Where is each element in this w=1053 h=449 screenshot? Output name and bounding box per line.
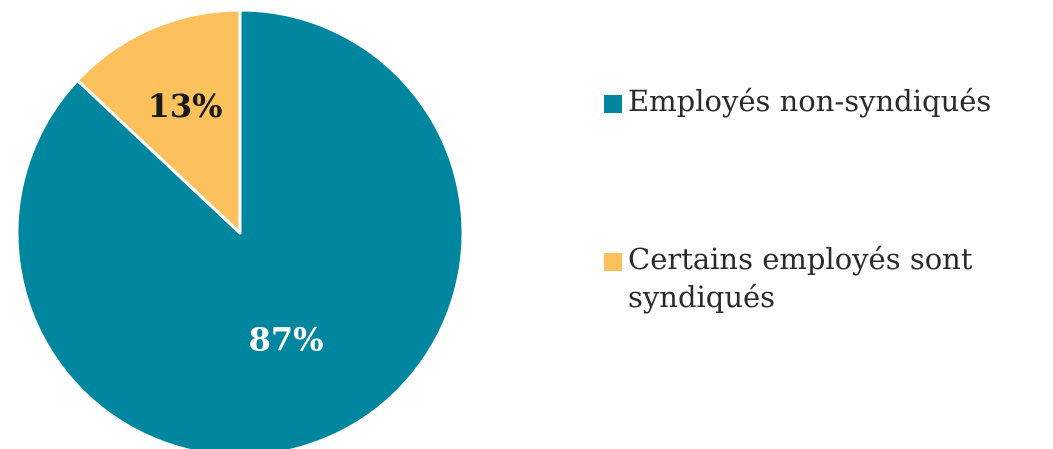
pie-slices bbox=[15, 8, 465, 449]
slice-label-non-union: 87% bbox=[249, 320, 324, 358]
legend-item-union: Certains employés sont syndiqués bbox=[604, 240, 1049, 316]
pie-chart-plot: 87% 13% bbox=[15, 8, 465, 449]
legend-label-union: Certains employés sont syndiqués bbox=[628, 242, 973, 314]
legend-swatch-non-union bbox=[604, 95, 622, 113]
legend: Employés non-syndiqués Certains employés… bbox=[604, 82, 1049, 316]
slice-label-union: 13% bbox=[148, 87, 223, 125]
legend-item-non-union: Employés non-syndiqués bbox=[604, 82, 1049, 120]
pie-slice-labels: 87% 13% bbox=[148, 87, 324, 358]
pie-slice-union bbox=[75, 8, 242, 235]
legend-swatch-union bbox=[604, 253, 622, 271]
legend-label-non-union: Employés non-syndiqués bbox=[628, 84, 992, 118]
